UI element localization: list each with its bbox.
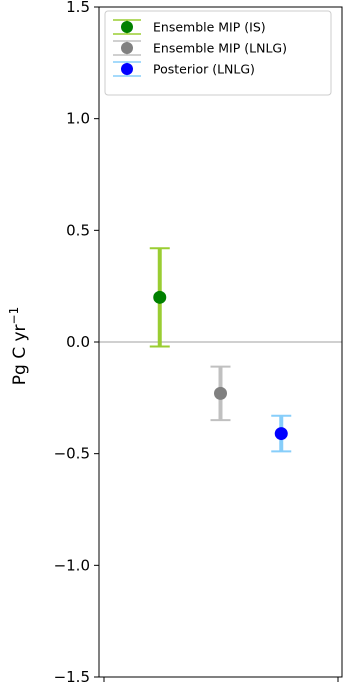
y-axis-label-exponent: −1 xyxy=(7,307,21,325)
legend-entry: Ensemble MIP (LNLG) xyxy=(113,40,287,56)
data-marks-layer xyxy=(149,247,292,453)
errorbar-series-1 xyxy=(149,247,170,348)
y-tick-label: −0.5 xyxy=(54,445,90,463)
y-axis-ticks: 1.5 1.0 0.5 0.0 −0.5 −1.0 −1.5 xyxy=(54,0,339,686)
y-axis-label: Pg C yr−1 xyxy=(7,307,30,385)
legend-entry: Ensemble MIP (IS) xyxy=(113,19,266,35)
y-tick-label: 1.5 xyxy=(66,0,90,16)
legend-label: Posterior (LNLG) xyxy=(153,62,255,77)
y-tick-label: 1.0 xyxy=(66,110,90,128)
legend-marker xyxy=(121,42,133,54)
y-tick-label: −1.5 xyxy=(54,668,90,686)
legend-box xyxy=(104,10,332,96)
legend-entry: Posterior (LNLG) xyxy=(113,61,255,77)
errorbar-series-2 xyxy=(210,365,231,422)
data-point xyxy=(153,290,167,304)
y-tick-label: 0.0 xyxy=(66,333,90,351)
y-axis-label-text: Pg C yr−1 xyxy=(7,307,30,385)
legend-marker xyxy=(121,63,133,75)
y-axis-label-unit: Pg C yr xyxy=(10,324,30,385)
data-point xyxy=(214,386,227,400)
errorbar-series-3 xyxy=(271,414,292,453)
legend-label: Ensemble MIP (IS) xyxy=(153,20,266,35)
y-tick-label: −1.0 xyxy=(54,556,90,574)
y-tick-label: 0.5 xyxy=(66,221,90,239)
legend-marker xyxy=(121,21,133,33)
legend-label: Ensemble MIP (LNLG) xyxy=(153,41,287,56)
legend: Ensemble MIP (IS) Ensemble MIP (LNLG) Post… xyxy=(104,10,332,96)
data-point xyxy=(274,427,288,441)
